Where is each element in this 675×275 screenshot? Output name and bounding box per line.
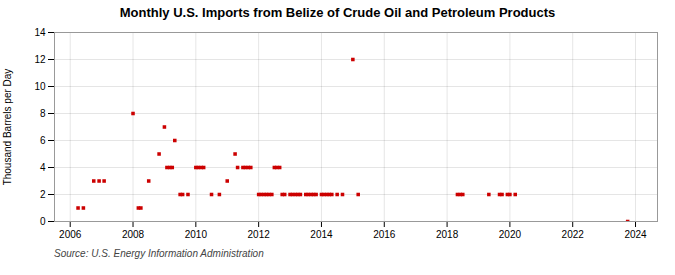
html-text:Source: U.S. Energy Informatio: Source: U.S. Energy Information Administ… [54,248,264,259]
svg-text:2010: 2010 [185,229,208,240]
svg-text:2014: 2014 [310,229,333,240]
svg-text:2012: 2012 [248,229,271,240]
svg-text:2018: 2018 [436,229,459,240]
svg-text:0: 0 [40,216,46,227]
svg-text:14: 14 [34,27,46,38]
html-text:Monthly U.S. Imports from Beli: Monthly U.S. Imports from Belize of Crud… [119,5,556,20]
svg-text:2020: 2020 [499,229,522,240]
svg-text:2024: 2024 [624,229,647,240]
svg-text:2016: 2016 [373,229,396,240]
svg-text:10: 10 [34,81,46,92]
svg-text:Thousand Barrels per Day: Thousand Barrels per Day [2,69,13,186]
svg-text:2022: 2022 [562,229,585,240]
svg-text:4: 4 [40,162,46,173]
svg-text:2: 2 [40,189,46,200]
svg-text:12: 12 [34,54,46,65]
svg-text:2008: 2008 [122,229,145,240]
svg-text:8: 8 [40,108,46,119]
svg-text:6: 6 [40,135,46,146]
svg-text:2006: 2006 [59,229,82,240]
